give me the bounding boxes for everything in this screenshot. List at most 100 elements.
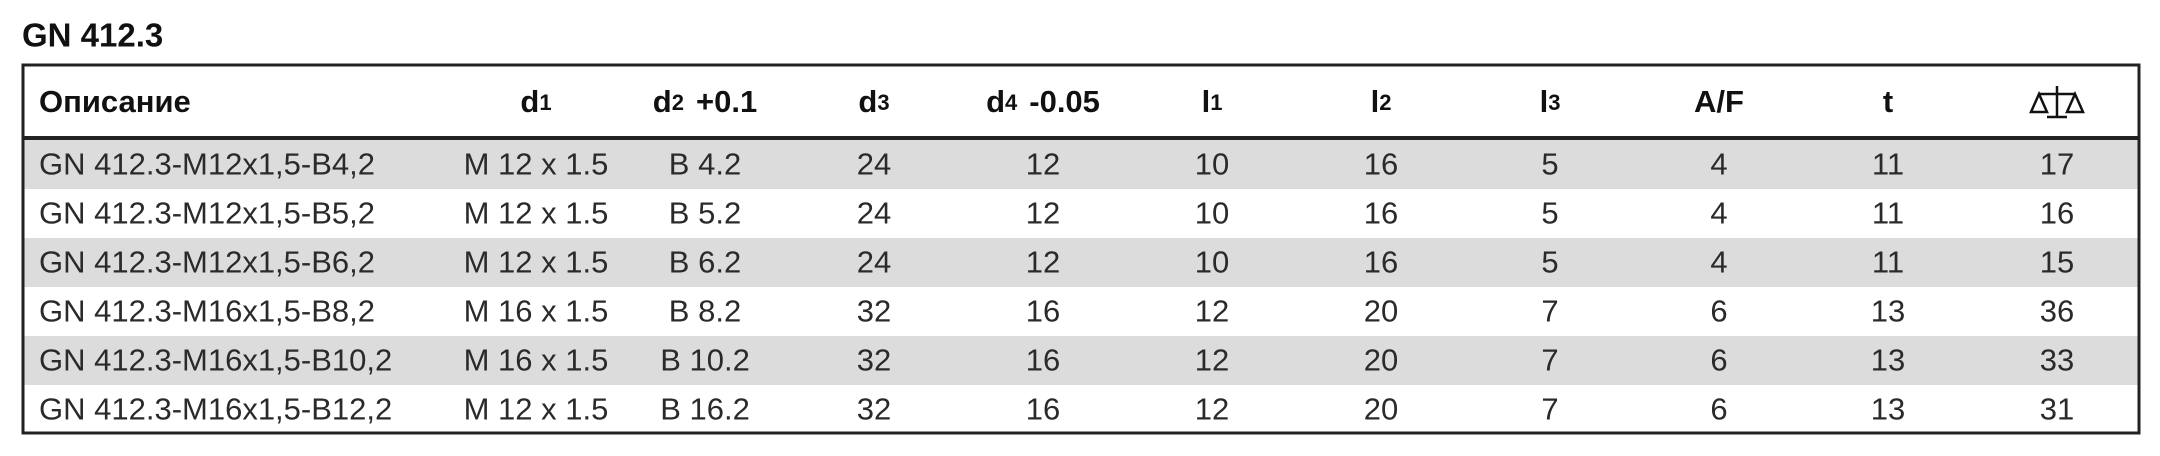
- header-main: l: [1540, 84, 1549, 119]
- cell: 11: [1872, 196, 1904, 231]
- cell: 17: [2040, 147, 2074, 182]
- header-tolerance: +0.1: [696, 84, 757, 119]
- cell: GN 412.3-M12x1,5-B4,2: [39, 147, 375, 182]
- column-header: d1: [520, 84, 551, 119]
- cell: 33: [2040, 343, 2074, 378]
- column-header: d2 +0.1: [653, 84, 757, 119]
- cell: GN 412.3-M16x1,5-B10,2: [39, 343, 392, 378]
- cell: B 6.2: [669, 245, 741, 280]
- header-main: t: [1883, 84, 1893, 119]
- header-sub: 2: [1379, 90, 1391, 115]
- header-sub: 3: [1548, 90, 1560, 115]
- cell: 16: [1026, 294, 1060, 329]
- cell: B 8.2: [669, 294, 741, 329]
- cell: 24: [857, 196, 891, 231]
- cell: 15: [2040, 245, 2074, 280]
- cell: 4: [1710, 147, 1727, 182]
- cell: M 12 x 1.5: [464, 392, 609, 427]
- cell: 12: [1195, 294, 1229, 329]
- header-main: d: [858, 84, 877, 119]
- header-main: d: [986, 84, 1005, 119]
- cell: M 12 x 1.5: [464, 196, 609, 231]
- cell: 36: [2040, 294, 2074, 329]
- header-main: l: [1371, 84, 1380, 119]
- column-header: d4 -0.05: [986, 84, 1100, 119]
- cell: 16: [1364, 196, 1398, 231]
- cell: 13: [1871, 294, 1905, 329]
- cell: 5: [1541, 196, 1558, 231]
- cell: 12: [1195, 392, 1229, 427]
- header-sub: 1: [539, 90, 551, 115]
- cell: 7: [1541, 392, 1558, 427]
- cell: 5: [1541, 147, 1558, 182]
- cell: 13: [1871, 392, 1905, 427]
- cell: GN 412.3-M16x1,5-B8,2: [39, 294, 375, 329]
- header-main: A/F: [1694, 84, 1744, 119]
- cell: 10: [1195, 245, 1229, 280]
- cell: 20: [1364, 294, 1398, 329]
- cell: GN 412.3-M16x1,5-B12,2: [39, 392, 392, 427]
- header-main: d: [653, 84, 672, 119]
- weight-icon: [2029, 86, 2085, 119]
- cell: 11: [1872, 147, 1904, 182]
- cell: 13: [1871, 343, 1905, 378]
- column-header: d3: [858, 84, 889, 119]
- cell: 32: [857, 392, 891, 427]
- header-tolerance: -0.05: [1029, 84, 1100, 119]
- row-background: [23, 189, 2139, 238]
- column-header: l2: [1371, 84, 1392, 119]
- column-header: A/F: [1694, 84, 1744, 119]
- cell: 7: [1541, 294, 1558, 329]
- table-border: [21, 63, 2141, 435]
- column-header: l1: [1202, 84, 1223, 119]
- table-header: Описание d1 d2 +0.1 d3 d4 -0.05 l1 l2 l3 A/F t: [39, 84, 1893, 119]
- cell: 12: [1026, 245, 1060, 280]
- cell: 6: [1710, 392, 1727, 427]
- cell: 16: [1026, 392, 1060, 427]
- cell: GN 412.3-M12x1,5-B6,2: [39, 245, 375, 280]
- header-sub: 1: [1210, 90, 1222, 115]
- cell: B 4.2: [669, 147, 741, 182]
- cell: 6: [1710, 343, 1727, 378]
- cell: 32: [857, 343, 891, 378]
- cell: 11: [1872, 245, 1904, 280]
- cell: M 12 x 1.5: [464, 245, 609, 280]
- cell: 20: [1364, 392, 1398, 427]
- cell: 12: [1195, 343, 1229, 378]
- cell: 24: [857, 147, 891, 182]
- row-background: [23, 385, 2139, 434]
- column-header: t: [1883, 84, 1893, 119]
- row-background: [23, 287, 2139, 336]
- cell: GN 412.3-M12x1,5-B5,2: [39, 196, 375, 231]
- cell: M 16 x 1.5: [464, 343, 609, 378]
- cell: 4: [1710, 196, 1727, 231]
- header-main: l: [1202, 84, 1211, 119]
- row-background: [23, 238, 2139, 287]
- cell: 5: [1541, 245, 1558, 280]
- cell: B 5.2: [669, 196, 741, 231]
- cell: 10: [1195, 147, 1229, 182]
- cell: 6: [1710, 294, 1727, 329]
- cell: 32: [857, 294, 891, 329]
- header-main: d: [520, 84, 539, 119]
- header-main: Описание: [39, 84, 191, 119]
- row-background: [23, 336, 2139, 385]
- cell: 16: [1364, 245, 1398, 280]
- cell: B 16.2: [660, 392, 750, 427]
- table-body: GN 412.3-M12x1,5-B4,2 M 12 x 1.5 B 4.2 24 12…: [23, 140, 2139, 434]
- column-header: Описание: [39, 84, 191, 119]
- cell: 12: [1026, 196, 1060, 231]
- cell: 31: [2040, 392, 2074, 427]
- row-background: [23, 140, 2139, 189]
- cell: 16: [1026, 343, 1060, 378]
- cell: 10: [1195, 196, 1229, 231]
- cell: M 12 x 1.5: [464, 147, 609, 182]
- cell: 12: [1026, 147, 1060, 182]
- header-sub: 4: [1005, 90, 1018, 115]
- cell: 20: [1364, 343, 1398, 378]
- cell: 16: [1364, 147, 1398, 182]
- cell: 16: [2040, 196, 2074, 231]
- cell: B 10.2: [660, 343, 750, 378]
- header-sub: 3: [877, 90, 889, 115]
